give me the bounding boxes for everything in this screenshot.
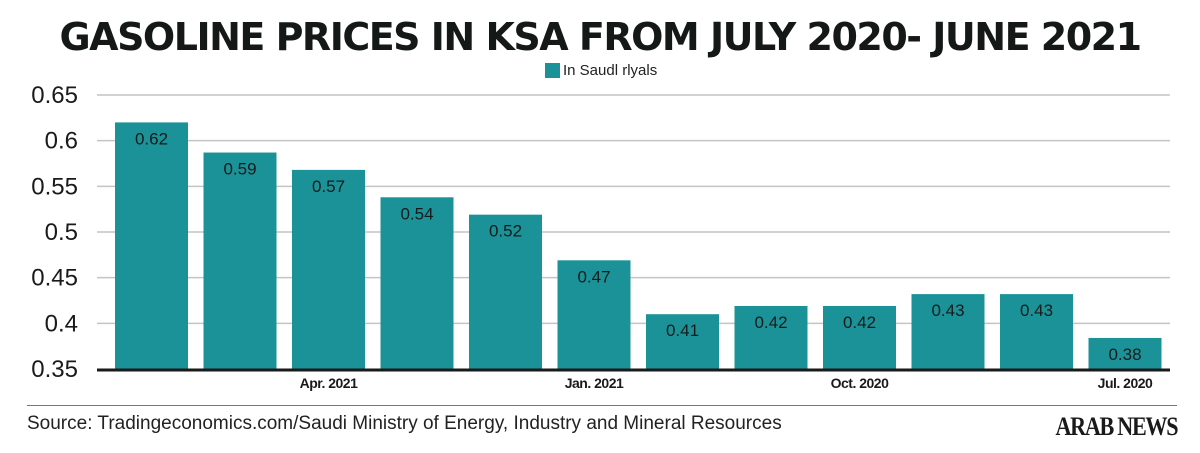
data-label: 0.41: [666, 321, 699, 340]
x-tick-label: Oct. 2020: [831, 375, 889, 391]
data-label: 0.38: [1108, 345, 1141, 364]
data-label: 0.59: [223, 160, 256, 179]
data-label: 0.57: [312, 177, 345, 196]
y-tick-label: 0.4: [45, 310, 78, 337]
bar: [823, 305, 896, 369]
data-label: 0.47: [577, 267, 610, 286]
bar: [1000, 294, 1073, 369]
bar: [469, 214, 542, 369]
y-axis-ticks: 0.35 0.4 0.45 0.5 0.55 0.6 0.65: [31, 82, 78, 383]
y-tick-label: 0.65: [31, 82, 78, 109]
legend-swatch: [545, 63, 560, 78]
brand-logo: ARAB NEWS: [1055, 412, 1178, 441]
bar-chart: 0.350.40.450.50.550.60.65 0.620.590.570.…: [31, 82, 1170, 391]
x-tick-label: Jan. 2021: [565, 375, 624, 391]
x-tick-label: Apr. 2021: [300, 375, 358, 391]
bar: [380, 197, 454, 369]
y-tick-label: 0.35: [31, 356, 78, 383]
legend: In Saudl rlyals: [545, 62, 657, 79]
data-labels: 0.62 0.59 0.57 0.54 0.52 0.47 0.41 0.42 0.42 0.43…: [135, 129, 1142, 364]
bars: [115, 122, 1162, 370]
y-tick-label: 0.5: [45, 219, 78, 246]
y-tick-label: 0.45: [31, 265, 78, 292]
x-tick-label: Jul. 2020: [1098, 375, 1153, 391]
chart-title: GASOLINE PRICES IN KSA FROM JULY 2020- J…: [59, 15, 1142, 59]
data-label: 0.62: [135, 129, 168, 148]
bar: [1088, 337, 1162, 369]
bar: [115, 122, 188, 370]
bar: [203, 152, 277, 369]
data-label: 0.42: [754, 313, 787, 332]
bar: [646, 314, 719, 369]
bar: [292, 169, 365, 369]
bar: [557, 260, 631, 369]
data-label: 0.43: [931, 301, 964, 320]
footer-divider: [27, 405, 1177, 406]
data-label: 0.43: [1020, 301, 1053, 320]
data-label: 0.42: [843, 313, 876, 332]
bar: [734, 305, 808, 369]
source-note: Source: Tradingeconomics.com/Saudi Minis…: [27, 413, 782, 434]
x-axis-ticks: Apr. 2021 Jan. 2021 Oct. 2020 Jul. 2020: [300, 375, 1154, 391]
data-label: 0.54: [400, 204, 433, 223]
data-label: 0.52: [489, 222, 522, 241]
y-tick-label: 0.6: [45, 128, 78, 155]
bar: [911, 294, 985, 369]
legend-label: In Saudl rlyals: [563, 62, 658, 79]
y-tick-label: 0.55: [31, 173, 78, 200]
